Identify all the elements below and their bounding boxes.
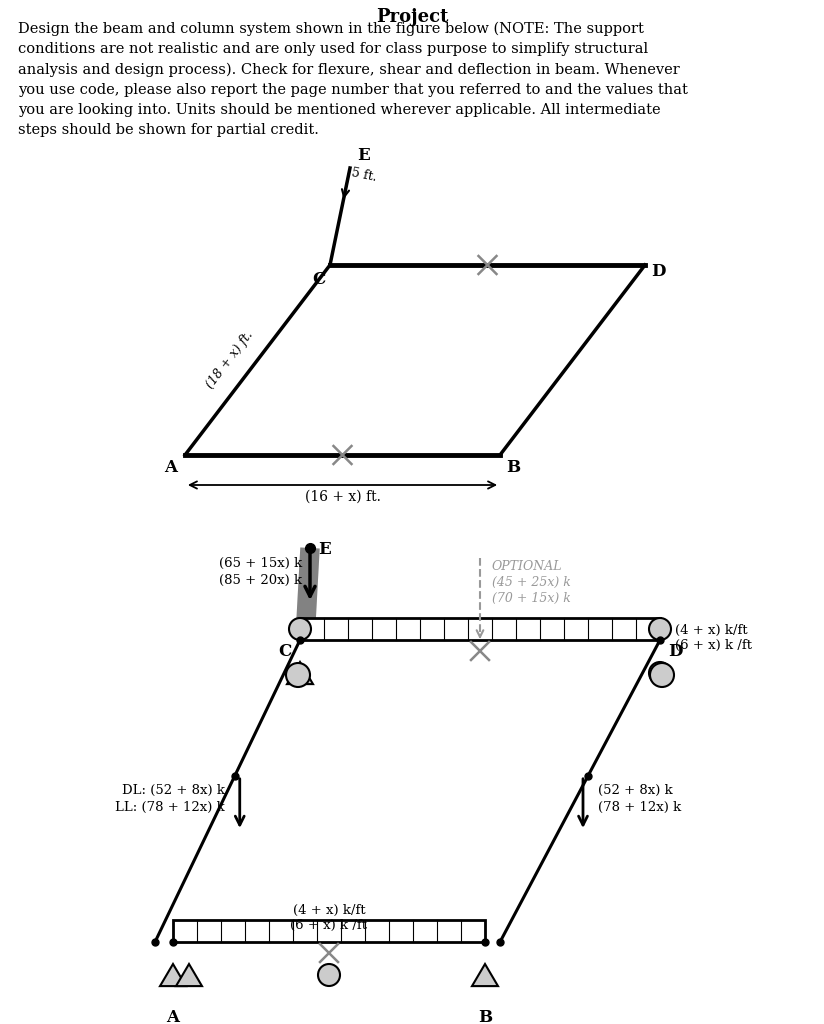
- Text: A: A: [166, 1009, 180, 1024]
- Text: LL: (78 + 12x) k: LL: (78 + 12x) k: [115, 802, 225, 814]
- Text: (45 + 25x) k: (45 + 25x) k: [492, 575, 571, 589]
- Circle shape: [286, 663, 310, 687]
- Text: E: E: [318, 542, 330, 558]
- Text: (6 + x) k /ft: (6 + x) k /ft: [675, 639, 752, 651]
- Text: (4 + x) k/ft: (4 + x) k/ft: [293, 904, 365, 918]
- Text: D: D: [651, 263, 666, 280]
- Text: (6 + x) k /ft: (6 + x) k /ft: [291, 919, 368, 932]
- Text: (4 + x) k/ft: (4 + x) k/ft: [675, 624, 747, 637]
- Text: (18 + x) ft.: (18 + x) ft.: [204, 329, 255, 391]
- Text: 5 ft.: 5 ft.: [351, 166, 378, 184]
- Text: B: B: [506, 459, 520, 476]
- Text: (70 + 15x) k: (70 + 15x) k: [492, 592, 571, 604]
- Polygon shape: [160, 964, 186, 986]
- Circle shape: [650, 663, 674, 687]
- Text: DL: (52 + 8x) k: DL: (52 + 8x) k: [122, 784, 225, 798]
- Text: C: C: [313, 271, 326, 288]
- Circle shape: [289, 618, 311, 640]
- Polygon shape: [472, 964, 498, 986]
- Polygon shape: [287, 662, 313, 684]
- Circle shape: [318, 964, 340, 986]
- Text: (78 + 12x) k: (78 + 12x) k: [598, 802, 681, 814]
- Text: D: D: [668, 642, 682, 659]
- Circle shape: [649, 618, 671, 640]
- Text: (65 + 15x) k: (65 + 15x) k: [218, 556, 302, 569]
- Text: Design the beam and column system shown in the figure below (NOTE: The support
c: Design the beam and column system shown …: [18, 22, 688, 137]
- Polygon shape: [300, 618, 660, 640]
- Text: A: A: [164, 459, 177, 476]
- Text: (16 + x) ft.: (16 + x) ft.: [305, 490, 381, 504]
- Polygon shape: [173, 920, 485, 942]
- Text: (85 + 20x) k: (85 + 20x) k: [219, 573, 302, 587]
- Polygon shape: [176, 964, 202, 986]
- Text: B: B: [478, 1009, 492, 1024]
- Circle shape: [649, 662, 671, 684]
- Text: E: E: [357, 147, 370, 164]
- Text: C: C: [279, 642, 292, 659]
- Text: OPTIONAL: OPTIONAL: [492, 559, 563, 572]
- Text: Project: Project: [376, 8, 448, 26]
- Text: (52 + 8x) k: (52 + 8x) k: [598, 784, 672, 798]
